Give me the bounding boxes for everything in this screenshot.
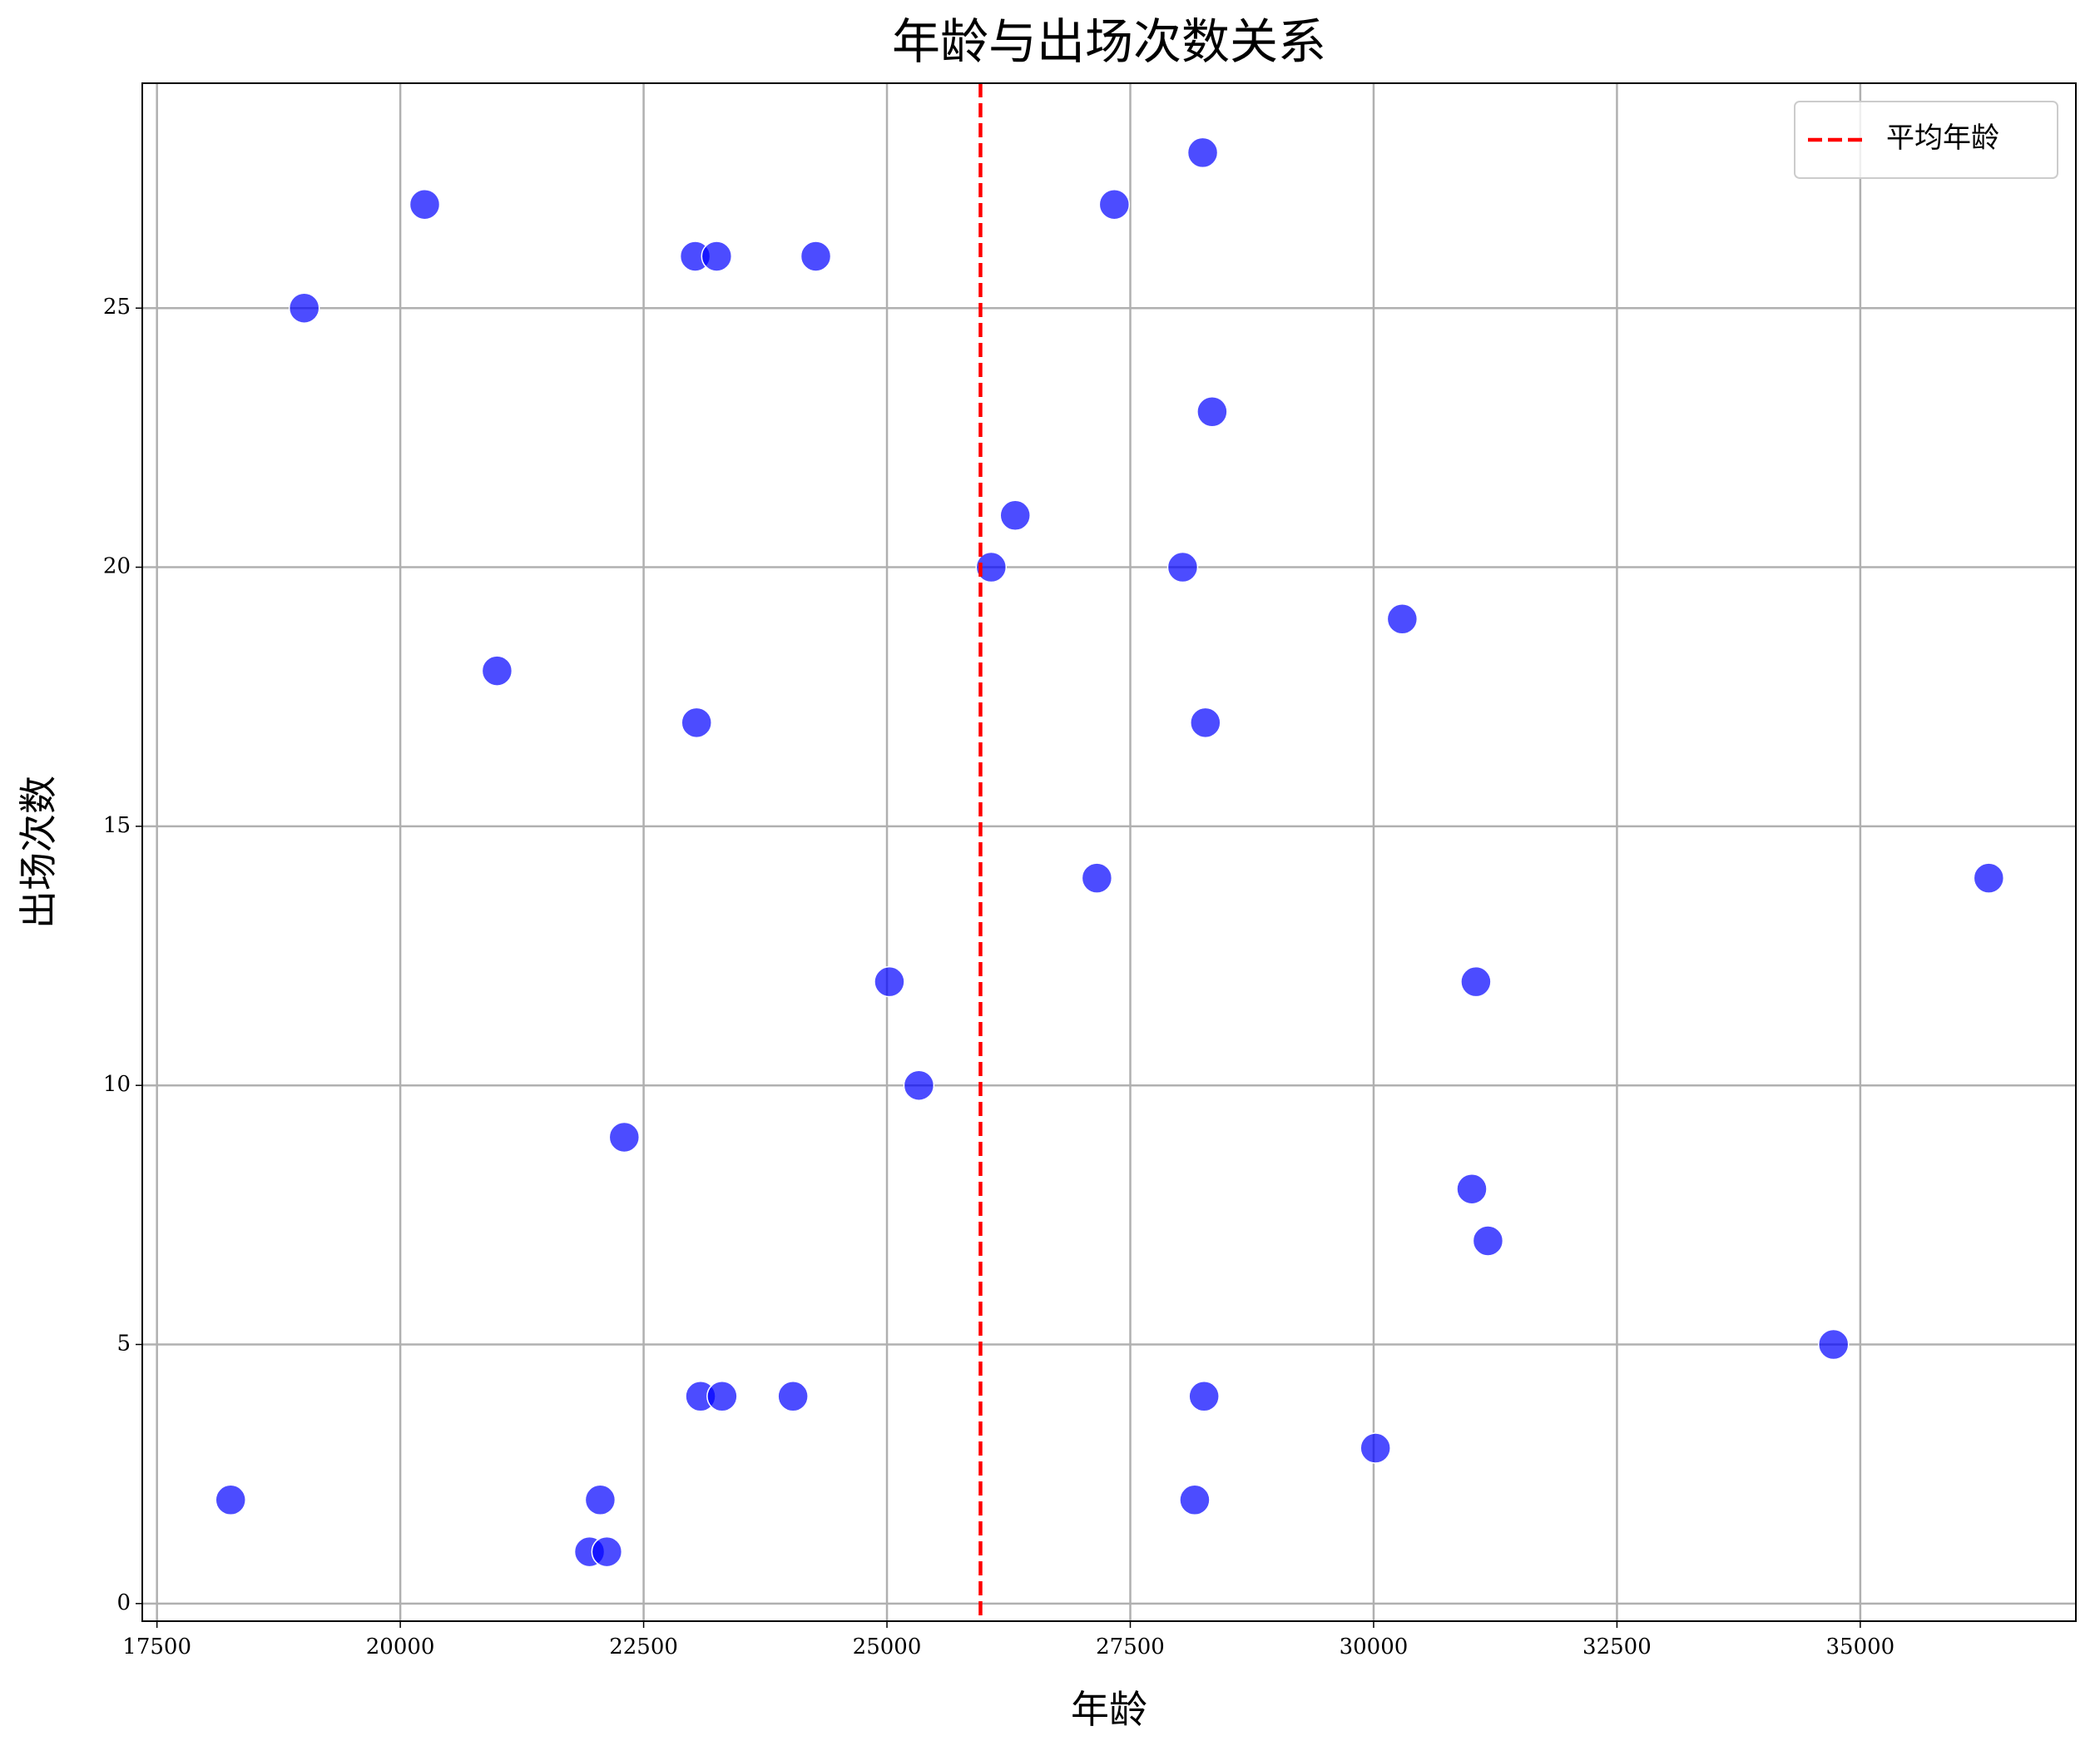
point — [1360, 1432, 1391, 1464]
y-tick-label: 0 — [116, 1590, 131, 1615]
x-tick-label: 27500 — [1096, 1635, 1165, 1659]
x-tick-label: 35000 — [1826, 1635, 1895, 1659]
x-tick-label: 25000 — [853, 1635, 922, 1659]
point — [1386, 603, 1419, 635]
y-axis-label: 出场次数 — [16, 776, 61, 929]
point — [999, 499, 1031, 532]
point — [1081, 862, 1113, 894]
point — [1460, 965, 1492, 998]
point — [1190, 707, 1221, 739]
x-tick-label: 30000 — [1340, 1635, 1409, 1659]
point — [701, 241, 733, 272]
point — [608, 1121, 641, 1153]
x-tick-label: 20000 — [366, 1635, 435, 1659]
plot-frame — [141, 82, 2077, 1622]
point — [481, 655, 513, 687]
point — [800, 241, 832, 272]
point — [288, 292, 320, 324]
point — [1186, 136, 1219, 169]
y-tick-label: 25 — [103, 295, 131, 320]
point — [215, 1484, 246, 1516]
y-tick-label: 10 — [103, 1072, 131, 1097]
point — [903, 1069, 935, 1101]
point — [1098, 188, 1131, 221]
y-tick-label: 15 — [103, 813, 131, 838]
y-tick-label: 5 — [116, 1332, 131, 1357]
point — [1166, 551, 1199, 583]
point — [1179, 1484, 1211, 1516]
point — [1973, 862, 2005, 894]
point — [874, 965, 905, 998]
point — [1196, 396, 1228, 428]
point — [584, 1484, 617, 1516]
x-tick-label: 22500 — [609, 1635, 678, 1659]
point — [591, 1535, 623, 1568]
legend-box — [1794, 101, 2058, 179]
point — [1456, 1173, 1488, 1205]
x-axis-label: 年龄 — [1071, 1687, 1147, 1732]
point — [1817, 1328, 1850, 1361]
point — [975, 551, 1008, 583]
point — [706, 1381, 738, 1412]
legend-label: 平均年龄 — [1886, 122, 1999, 155]
point — [1472, 1225, 1504, 1257]
x-tick-label: 17500 — [122, 1635, 191, 1659]
x-tick-label: 32500 — [1582, 1635, 1652, 1659]
point — [681, 707, 712, 739]
y-tick-label: 20 — [103, 554, 131, 579]
point — [777, 1381, 809, 1412]
chart-title: 年龄与出场次数关系 — [892, 13, 1326, 70]
point — [409, 188, 441, 221]
point — [1188, 1381, 1220, 1412]
